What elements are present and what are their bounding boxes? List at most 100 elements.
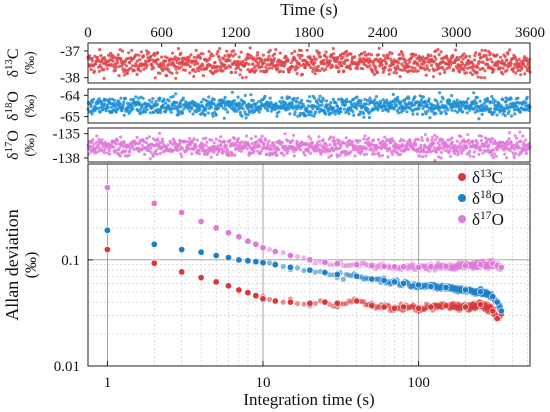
time-series-point [339, 106, 343, 110]
time-series-point [359, 101, 363, 105]
allan-point [235, 256, 243, 264]
time-series-point [475, 70, 479, 74]
time-series-point [241, 107, 245, 111]
allan-point [252, 258, 260, 266]
time-series-point [154, 148, 158, 153]
allan-point [368, 262, 376, 270]
time-series-point [243, 93, 247, 98]
time-series-point [88, 110, 92, 114]
time-series-point [121, 49, 125, 53]
time-series-point [421, 55, 425, 59]
allan-point [252, 292, 260, 300]
time-series-point [198, 107, 202, 111]
time-series-point [376, 53, 380, 57]
time-series-point [101, 107, 105, 111]
time-series-point [472, 150, 477, 154]
allan-point [321, 268, 329, 276]
time-series-point [515, 141, 519, 145]
time-series-point [92, 69, 96, 73]
time-series-point [409, 141, 413, 145]
time-series-point [328, 143, 332, 147]
time-series-point [386, 109, 390, 113]
time-series-point [100, 138, 104, 142]
time-series-point [510, 146, 514, 150]
time-series-point [316, 64, 321, 68]
time-series-point [523, 72, 527, 76]
time-series-point [173, 55, 177, 59]
time-series-point [138, 102, 142, 106]
time-series-point [316, 107, 321, 111]
time-series-point [373, 98, 377, 102]
time-series-point [307, 113, 311, 117]
time-series-point [380, 63, 384, 67]
allan-point [150, 199, 158, 207]
time-series-point [446, 57, 450, 61]
time-series-point [324, 67, 328, 71]
time-series-point [114, 142, 118, 146]
time-series-point [423, 133, 427, 137]
time-series-point [384, 62, 388, 66]
time-series-point [358, 112, 362, 116]
time-series-point [158, 151, 162, 156]
y-axis-title-symbol-letter: O [5, 91, 22, 103]
time-series-point [288, 112, 292, 116]
time-series-point [419, 146, 423, 150]
time-series-point [149, 146, 153, 150]
time-series-point [479, 55, 483, 59]
time-series-point [439, 150, 444, 154]
legend-label-delta: δ [472, 189, 480, 208]
allan-point [380, 262, 388, 270]
time-series-point [338, 60, 342, 64]
time-series-point [450, 60, 454, 64]
time-series-point [460, 151, 464, 155]
time-series-point [260, 134, 264, 138]
x-tick-label: 100 [407, 375, 430, 391]
time-series-point [179, 152, 183, 156]
time-series-point [433, 49, 438, 53]
time-series-point [241, 59, 245, 64]
time-series-point [471, 139, 475, 143]
time-series-point [425, 64, 429, 68]
time-series-point [118, 146, 122, 150]
time-series-point [420, 136, 424, 140]
time-series-point [170, 51, 175, 55]
time-series-point [278, 51, 282, 55]
time-series-point [396, 95, 400, 99]
time-series-point [151, 97, 155, 101]
allan-point [497, 263, 505, 271]
time-series-point [453, 109, 457, 113]
time-series-point [258, 144, 262, 148]
time-series-point [214, 113, 218, 117]
time-series-point [345, 144, 349, 149]
time-series-point [127, 153, 131, 157]
time-series-point [236, 144, 240, 148]
time-series-point [429, 150, 433, 154]
time-series-point [160, 55, 164, 59]
time-series-point [435, 99, 439, 103]
time-series-point [472, 155, 476, 159]
time-series-point [400, 68, 405, 72]
time-series-point [277, 148, 281, 152]
time-series-point [188, 71, 192, 75]
time-series-point [439, 156, 443, 160]
time-series-point [359, 99, 363, 103]
time-series-point [467, 142, 471, 146]
time-series-point [103, 98, 107, 102]
time-series-point [117, 64, 121, 68]
time-series-point [217, 106, 221, 110]
time-series-point [97, 69, 101, 73]
time-series-point [226, 110, 230, 114]
time-series-point [216, 50, 220, 54]
time-series-point [132, 139, 136, 143]
time-series-point [189, 53, 193, 57]
time-series-point [433, 55, 437, 59]
time-series-point [251, 62, 255, 66]
allan-y-axis-title: Allan deviation (‰) [2, 209, 40, 320]
allan-series-1 [103, 246, 505, 322]
x-tick-label: 10 [256, 375, 271, 391]
allan-point-dense [266, 260, 273, 266]
time-series-point [305, 142, 309, 146]
time-series-point [235, 109, 239, 113]
time-series-point [211, 54, 215, 58]
time-series-point [180, 146, 185, 151]
